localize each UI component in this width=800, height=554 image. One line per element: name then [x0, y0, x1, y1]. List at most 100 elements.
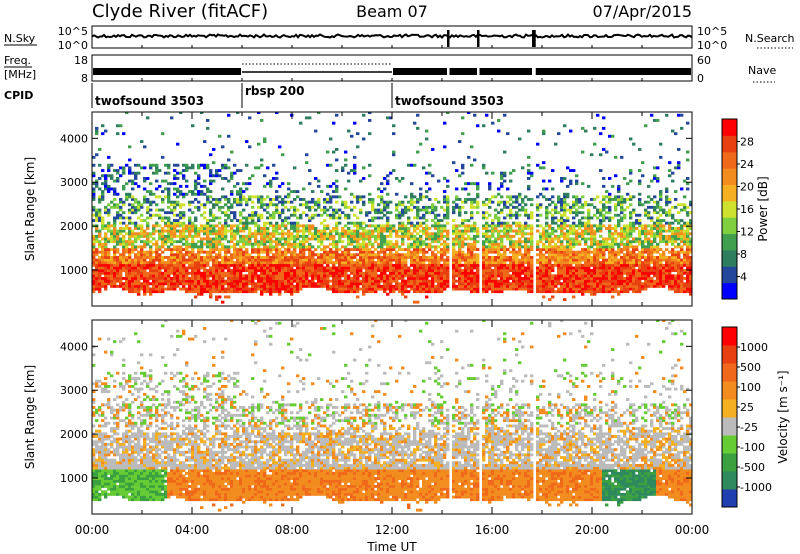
power-cell	[128, 221, 132, 225]
power-cell	[587, 250, 591, 254]
power-cell	[587, 221, 591, 225]
power-cell	[350, 237, 354, 241]
power-cell	[212, 216, 216, 220]
power-cell	[485, 234, 489, 238]
power-cell	[266, 227, 270, 230]
power-cell	[356, 295, 360, 299]
power-cell	[380, 256, 384, 259]
power-cell	[335, 256, 339, 259]
power-cell	[95, 129, 99, 133]
power-cell	[344, 256, 348, 259]
power-cell	[365, 242, 369, 246]
power-cell	[476, 277, 480, 280]
power-cell	[170, 277, 174, 280]
power-cell	[215, 245, 219, 249]
power-cell	[119, 198, 123, 201]
power-cell	[512, 271, 516, 275]
power-cell	[224, 195, 228, 199]
nsky-tick-top: 10^5	[58, 25, 88, 38]
power-cell	[509, 203, 513, 207]
power-cell	[491, 221, 495, 225]
power-cell	[200, 190, 204, 193]
power-cell	[482, 242, 486, 246]
power-cell	[263, 227, 267, 230]
power-cell	[248, 177, 252, 180]
power-cell	[296, 253, 300, 257]
power-cell	[344, 271, 348, 275]
power-cell	[359, 198, 363, 201]
power-cell	[125, 216, 129, 220]
power-cell	[359, 248, 363, 251]
power-cell	[395, 253, 399, 257]
power-cell	[407, 216, 411, 220]
power-cell	[581, 258, 585, 262]
power-cell	[278, 271, 282, 275]
power-cell	[293, 237, 297, 241]
power-cell	[143, 166, 147, 170]
power-cell	[413, 248, 417, 251]
power-cell	[194, 279, 198, 283]
power-cell	[434, 277, 438, 280]
power-cell	[119, 269, 123, 272]
power-cell	[101, 242, 105, 246]
power-cell	[455, 258, 459, 262]
power-cell	[353, 224, 357, 228]
power-cell	[191, 290, 195, 294]
power-cell	[290, 292, 294, 296]
power-cell	[233, 279, 237, 283]
power-cell	[335, 211, 339, 215]
power-cell	[404, 211, 408, 215]
power-cell	[452, 271, 456, 275]
power-cell	[296, 284, 300, 288]
power-cell	[455, 237, 459, 241]
power-cell	[245, 261, 249, 265]
power-cell	[437, 279, 441, 283]
power-cell	[329, 195, 333, 199]
power-cell	[530, 203, 534, 207]
power-cell	[158, 258, 162, 262]
power-cell	[146, 224, 150, 228]
power-cell	[278, 184, 282, 188]
power-cell	[584, 237, 588, 241]
power-cell	[455, 287, 459, 291]
power-cell	[551, 269, 555, 272]
power-cell	[359, 274, 363, 278]
power-cell	[482, 211, 486, 215]
power-cell	[476, 284, 480, 288]
power-cell	[368, 232, 372, 236]
power-cell	[275, 282, 279, 286]
power-cell	[419, 237, 423, 241]
power-cell	[143, 290, 147, 294]
power-cell	[95, 282, 99, 286]
power-cell	[113, 277, 117, 280]
power-cell	[173, 200, 177, 204]
power-cell	[434, 290, 438, 294]
power-cell	[269, 290, 273, 294]
power-cell	[578, 221, 582, 225]
power-cell	[521, 224, 525, 228]
power-cell	[242, 182, 246, 186]
power-cell	[329, 253, 333, 257]
power-cell	[305, 205, 309, 209]
power-cell	[155, 213, 159, 217]
power-cell	[446, 208, 450, 212]
power-cell	[416, 245, 420, 249]
power-cell	[206, 290, 210, 294]
power-cell	[458, 282, 462, 286]
power-cell	[155, 263, 159, 267]
power-cell	[197, 292, 201, 296]
power-cell	[488, 256, 492, 259]
power-cell	[92, 234, 96, 238]
power-cell	[293, 227, 297, 230]
power-cell	[329, 256, 333, 259]
power-cell	[170, 242, 174, 246]
power-cell	[401, 274, 405, 278]
power-cell	[332, 284, 336, 288]
power-cell	[365, 248, 369, 251]
power-cell	[185, 274, 189, 278]
power-cell	[362, 113, 366, 117]
power-cell	[500, 269, 504, 272]
power-cell	[107, 184, 111, 188]
power-cell	[191, 269, 195, 272]
power-cell	[572, 229, 576, 233]
